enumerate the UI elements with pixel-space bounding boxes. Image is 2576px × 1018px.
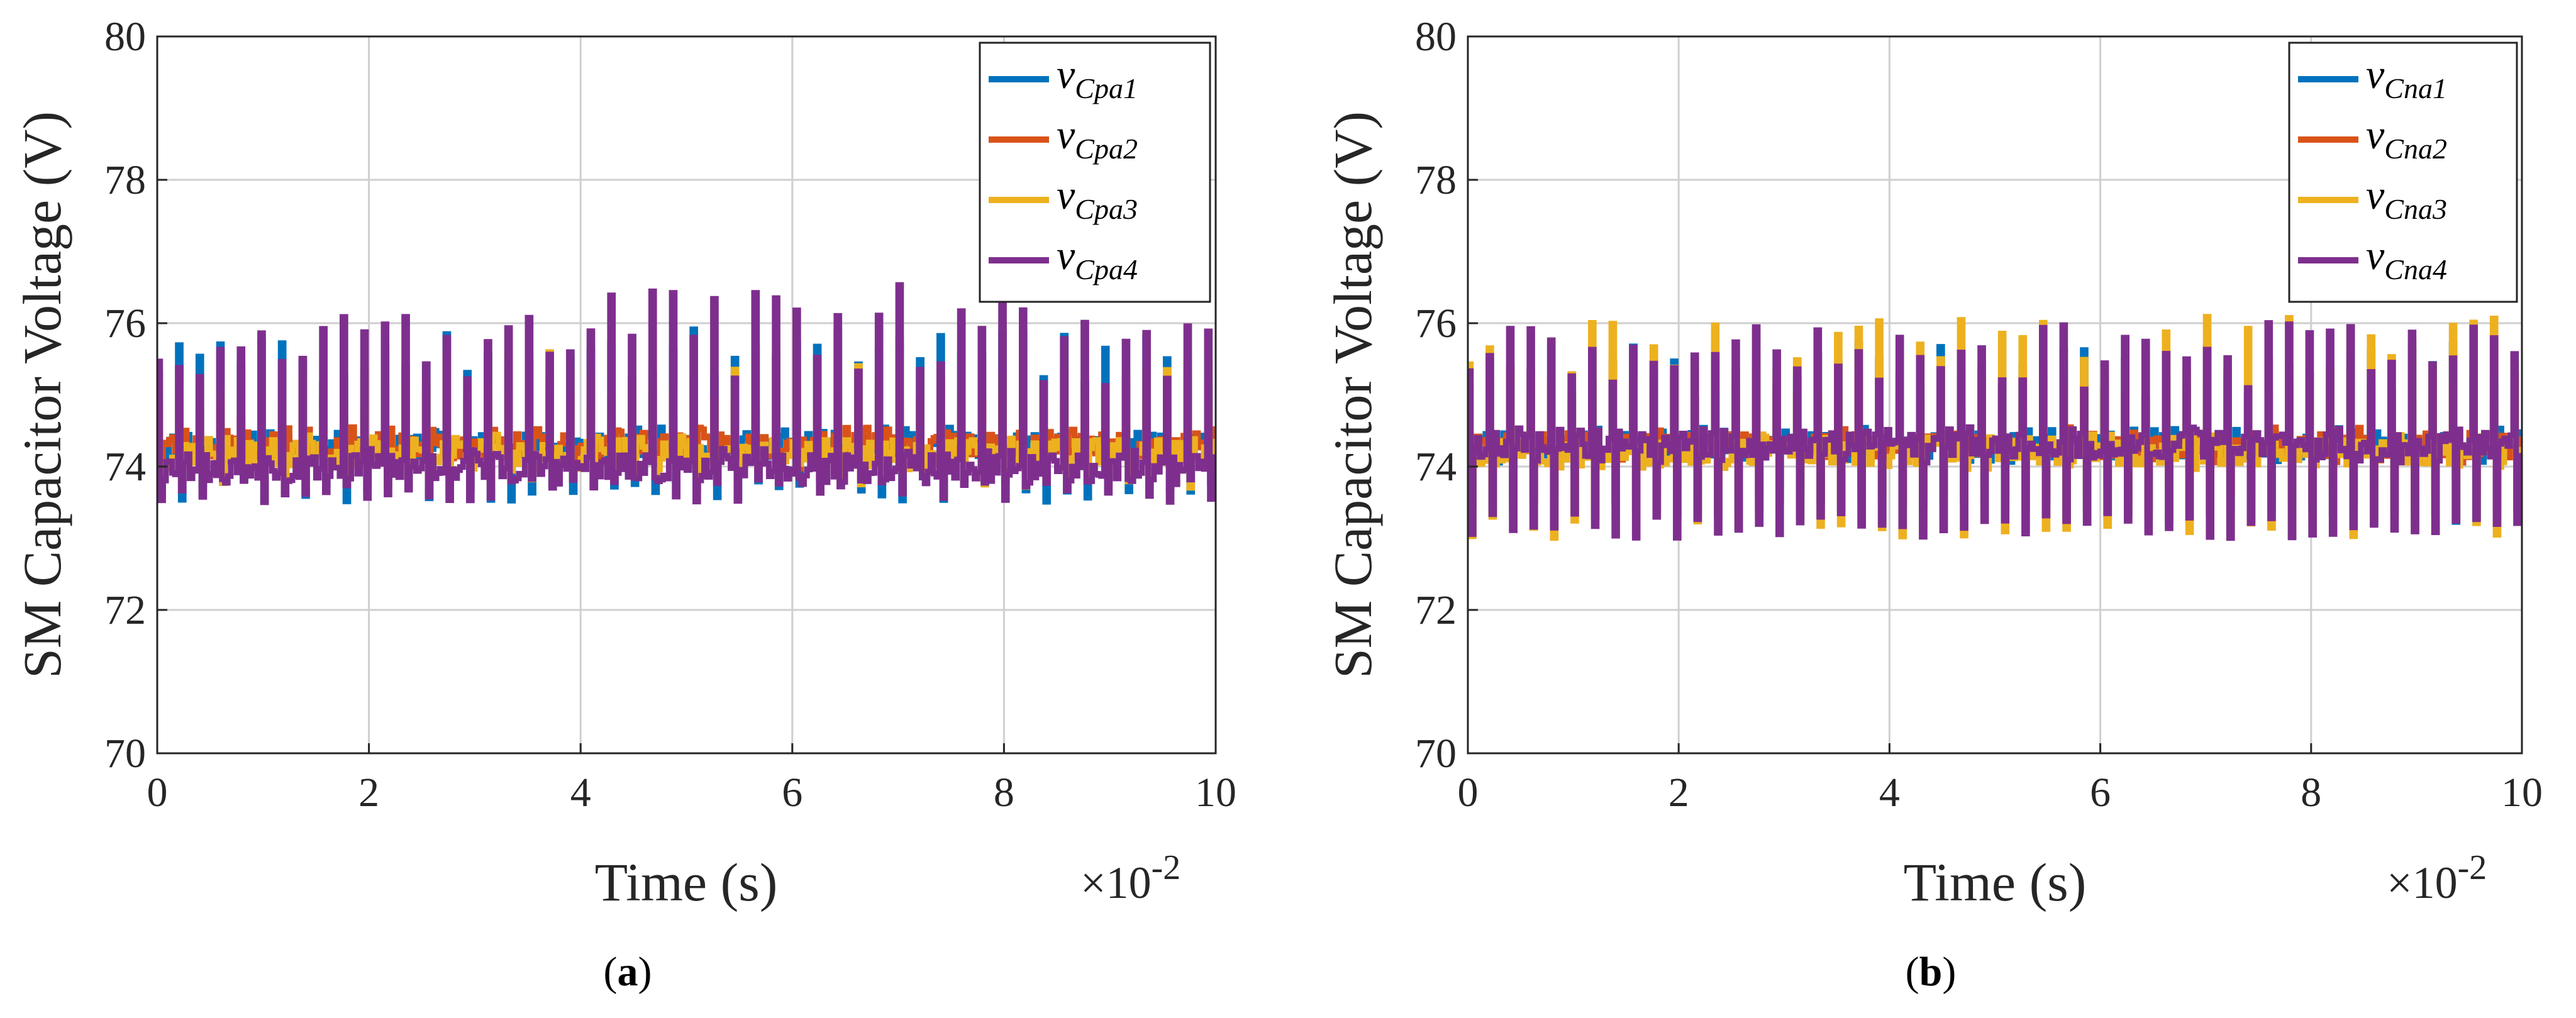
x-tick-label-a: 2 — [358, 770, 379, 816]
legend-sub-cpa1: Cpa1 — [1075, 72, 1138, 104]
y-tick-label-a: 74 — [104, 444, 146, 490]
caption-a: (a) — [604, 949, 652, 995]
legend-sub-cna3: Cna3 — [2384, 193, 2447, 225]
axes-frame-a — [156, 35, 1217, 755]
x-multiplier-b: ×10-2 — [2387, 848, 2487, 908]
y-axis-label-a: SM Capacitor Voltage (V) — [12, 111, 72, 678]
series-line-cna1-b — [1468, 341, 2522, 526]
y-tick-label-a: 80 — [104, 14, 146, 60]
x-tick-label-a: 10 — [1195, 770, 1236, 816]
x-tick-label-a: 6 — [782, 770, 802, 816]
x-multiplier-base-a: ×10 — [1080, 858, 1152, 908]
legend-sub-cna1: Cna1 — [2384, 72, 2447, 104]
caption-b: (b) — [1906, 949, 1957, 995]
y-tick-label-a: 78 — [104, 157, 146, 203]
caption-letter-a: a — [618, 949, 638, 995]
x-multiplier-base-b: ×10 — [2387, 858, 2458, 908]
ticks-b: 0 2 4 6 8 10 70 72 74 76 78 80 — [1415, 14, 2543, 816]
legend-label-cpa1: vCpa1 — [1057, 52, 1138, 104]
y-tick-label-b: 78 — [1415, 157, 1457, 203]
y-tick-label-b: 74 — [1415, 444, 1457, 490]
x-tick-label-a: 8 — [994, 770, 1014, 816]
x-tick-label-a: 0 — [147, 770, 168, 816]
series-a — [157, 282, 1216, 506]
y-tick-label-a: 76 — [104, 301, 146, 346]
series-line-cna4-b — [1468, 320, 2522, 541]
legend-sub-cna4: Cna4 — [2384, 253, 2447, 285]
legend-label-cna2: vCna2 — [2366, 112, 2447, 165]
series-line-cna2-b — [1468, 364, 2522, 506]
x-tick-label-b: 0 — [1458, 770, 1479, 816]
y-tick-label-b: 72 — [1415, 587, 1457, 633]
caption-letter-b: b — [1919, 949, 1943, 995]
y-tick-label-b: 80 — [1415, 14, 1457, 60]
legend-var-cpa4: v — [1057, 233, 1075, 279]
panel-a: 0 2 4 6 8 10 70 72 74 76 78 80 Time (s) SM Capacito… — [12, 14, 1236, 995]
x-multiplier-a: ×10-2 — [1080, 848, 1180, 908]
x-tick-label-b: 4 — [1879, 770, 1900, 816]
legend-sub-cpa3: Cpa3 — [1075, 193, 1138, 225]
axes-frame-b — [1467, 35, 2523, 755]
x-multiplier-exp-a: -2 — [1152, 848, 1181, 887]
legend-var-cna1: v — [2366, 52, 2385, 97]
legend-sub-cna2: Cna2 — [2384, 133, 2447, 165]
x-tick-label-b: 6 — [2090, 770, 2111, 816]
y-tick-label-b: 70 — [1415, 731, 1457, 777]
series-line-cna3-b — [1468, 314, 2522, 541]
x-axis-label-b: Time (s) — [1904, 852, 2087, 912]
legend-sub-cpa2: Cpa2 — [1075, 133, 1138, 165]
legend-var-cna4: v — [2366, 233, 2385, 279]
x-multiplier-exp-b: -2 — [2458, 848, 2487, 887]
x-tick-label-b: 2 — [1668, 770, 1689, 816]
x-axis-label-a: Time (s) — [595, 852, 778, 912]
legend-label-cna1: vCna1 — [2366, 52, 2447, 104]
legend-var-cpa1: v — [1057, 52, 1075, 97]
legend-label-cpa3: vCpa3 — [1057, 172, 1138, 225]
legend-var-cpa2: v — [1057, 112, 1075, 158]
legend-var-cna3: v — [2366, 172, 2385, 218]
legend-label-cpa2: vCpa2 — [1057, 112, 1138, 165]
y-tick-label-a: 72 — [104, 587, 146, 633]
legend-label-cna4: vCna4 — [2366, 233, 2447, 285]
y-tick-label-a: 70 — [104, 731, 146, 777]
legend-var-cna2: v — [2366, 112, 2385, 158]
legend-label-cpa4: vCpa4 — [1057, 233, 1138, 285]
panel-b: 0 2 4 6 8 10 70 72 74 76 78 80 Time (s) SM Capacito… — [1323, 14, 2543, 995]
legend-label-cna3: vCna3 — [2366, 172, 2447, 225]
legend-var-cpa3: v — [1057, 172, 1075, 218]
x-tick-label-b: 8 — [2301, 770, 2321, 816]
x-tick-label-b: 10 — [2501, 770, 2543, 816]
y-tick-label-b: 76 — [1415, 301, 1457, 346]
ticks-a: 0 2 4 6 8 10 70 72 74 76 78 80 — [104, 14, 1236, 816]
x-tick-label-a: 4 — [570, 770, 591, 816]
series-line-cpa4-a — [157, 282, 1216, 506]
y-axis-label-b: SM Capacitor Voltage (V) — [1323, 111, 1383, 678]
legend-sub-cpa4: Cpa4 — [1075, 253, 1138, 285]
series-b — [1468, 314, 2522, 541]
